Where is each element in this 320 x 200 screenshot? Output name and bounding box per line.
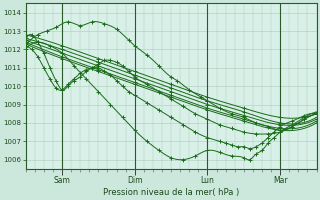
X-axis label: Pression niveau de la mer( hPa ): Pression niveau de la mer( hPa ) (103, 188, 239, 197)
